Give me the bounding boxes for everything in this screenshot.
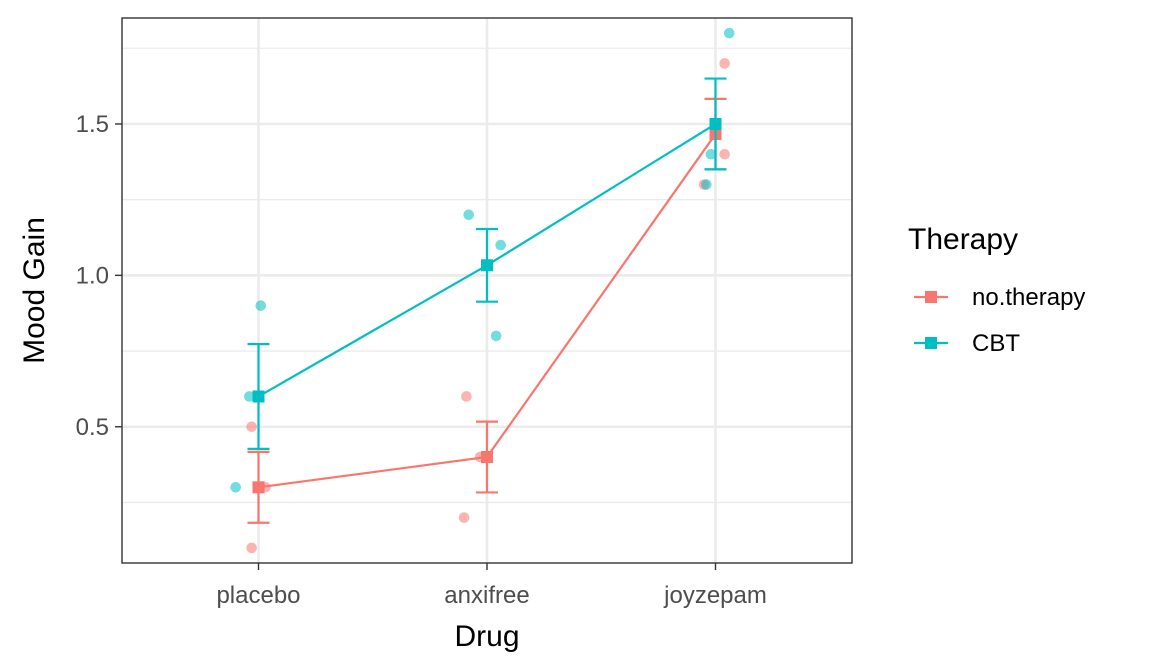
data-point: [230, 482, 241, 493]
series-CBT: [230, 27, 735, 493]
y-tick-label: 1.0: [76, 262, 109, 289]
data-point: [246, 542, 257, 554]
legend-key-marker: [925, 291, 937, 303]
legend-key-marker: [925, 337, 937, 349]
legend-item-no.therapy: no.therapy: [914, 284, 1085, 311]
mean-marker: [252, 390, 265, 403]
x-axis-title: Drug: [454, 620, 519, 653]
mean-marker: [252, 481, 265, 494]
axis-layer: 0.5 1.0 1.5 placebo anxifree joyzepam: [76, 111, 767, 609]
legend-item-CBT: CBT: [914, 330, 1020, 357]
data-point: [246, 421, 257, 433]
data-point: [705, 148, 717, 160]
x-tick-label: anxifree: [444, 582, 529, 609]
data-point: [701, 179, 712, 190]
legend-label: no.therapy: [972, 284, 1085, 311]
mean-marker: [481, 259, 493, 272]
legend-title: Therapy: [908, 223, 1018, 256]
data-point: [255, 300, 267, 311]
legend-label: CBT: [972, 330, 1020, 357]
data-point: [495, 239, 507, 251]
legend-items: no.therapy CBT: [914, 284, 1085, 357]
data-point: [490, 330, 502, 342]
legend: Therapy no.therapy CBT: [908, 223, 1085, 357]
data-point: [463, 209, 475, 221]
data-point: [461, 391, 472, 402]
data-point: [719, 58, 730, 69]
x-tick-label: placebo: [216, 582, 300, 609]
data-point: [244, 391, 255, 402]
y-axis-title: Mood Gain: [18, 217, 51, 364]
mean-marker: [709, 117, 722, 130]
series-layer: [230, 27, 735, 554]
x-tick-label: joyzepam: [663, 582, 767, 609]
y-tick-label: 0.5: [76, 414, 109, 441]
data-point: [458, 512, 470, 523]
data-point: [723, 27, 735, 39]
mean-marker: [481, 451, 493, 464]
y-tick-label: 1.5: [76, 111, 109, 138]
data-point: [719, 148, 730, 160]
